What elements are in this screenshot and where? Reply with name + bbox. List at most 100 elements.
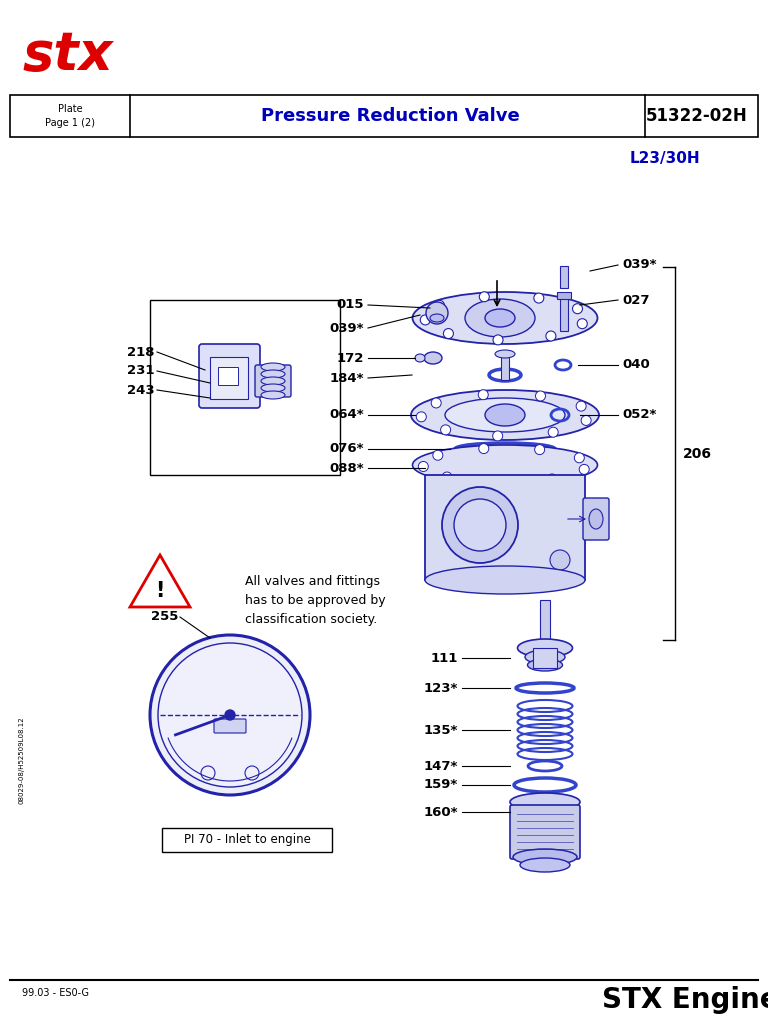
FancyBboxPatch shape <box>583 498 609 540</box>
Ellipse shape <box>589 509 603 529</box>
Ellipse shape <box>261 377 285 385</box>
Text: 218: 218 <box>127 345 155 358</box>
Circle shape <box>420 315 430 325</box>
Text: 040: 040 <box>622 358 650 372</box>
Bar <box>533 648 557 668</box>
Ellipse shape <box>412 445 598 485</box>
Circle shape <box>479 292 489 302</box>
Text: 147*: 147* <box>424 760 458 772</box>
Circle shape <box>493 431 503 441</box>
Circle shape <box>574 453 584 463</box>
Text: 231: 231 <box>127 365 155 378</box>
Ellipse shape <box>424 352 442 364</box>
Ellipse shape <box>518 639 572 657</box>
Ellipse shape <box>261 384 285 392</box>
Circle shape <box>572 304 582 313</box>
Circle shape <box>581 416 591 425</box>
Ellipse shape <box>528 659 562 671</box>
Ellipse shape <box>412 292 598 344</box>
Circle shape <box>416 412 426 422</box>
Text: 160*: 160* <box>423 806 458 818</box>
Ellipse shape <box>415 354 425 362</box>
Text: 184*: 184* <box>329 372 364 384</box>
Ellipse shape <box>261 362 285 371</box>
Bar <box>162 828 332 852</box>
Text: 111: 111 <box>431 651 458 665</box>
Text: 052*: 052* <box>622 409 657 422</box>
Text: 039*: 039* <box>622 258 657 271</box>
Bar <box>150 300 340 475</box>
Bar <box>560 293 568 331</box>
FancyBboxPatch shape <box>255 365 291 397</box>
Circle shape <box>454 499 506 551</box>
Ellipse shape <box>261 370 285 378</box>
Circle shape <box>493 335 503 345</box>
Circle shape <box>478 390 488 399</box>
FancyBboxPatch shape <box>425 475 585 580</box>
Ellipse shape <box>430 314 444 322</box>
Circle shape <box>550 550 570 570</box>
Polygon shape <box>130 555 190 607</box>
Bar <box>540 600 550 645</box>
Text: 076*: 076* <box>329 442 364 456</box>
Ellipse shape <box>485 309 515 327</box>
FancyBboxPatch shape <box>199 344 260 408</box>
Text: 123*: 123* <box>424 682 458 694</box>
FancyBboxPatch shape <box>214 719 246 733</box>
Circle shape <box>441 425 451 435</box>
Circle shape <box>547 474 557 484</box>
Text: 015: 015 <box>336 299 364 311</box>
Ellipse shape <box>495 350 515 358</box>
Circle shape <box>442 487 518 563</box>
Text: 039*: 039* <box>329 322 364 335</box>
Circle shape <box>442 472 452 482</box>
Circle shape <box>431 398 441 408</box>
Ellipse shape <box>261 391 285 399</box>
Text: 08029-08/H52509L08.12: 08029-08/H52509L08.12 <box>19 716 25 804</box>
Circle shape <box>419 462 429 471</box>
Text: 172: 172 <box>336 351 364 365</box>
Bar <box>10 95 758 137</box>
Text: 027: 027 <box>622 294 650 306</box>
Ellipse shape <box>465 299 535 337</box>
Text: 255: 255 <box>151 610 178 624</box>
Ellipse shape <box>525 650 565 664</box>
Text: 99.03 - ES0-G: 99.03 - ES0-G <box>22 988 89 998</box>
Bar <box>557 292 571 299</box>
Text: !: ! <box>155 581 164 601</box>
Circle shape <box>535 444 545 455</box>
Circle shape <box>579 465 589 474</box>
Ellipse shape <box>445 398 565 432</box>
Bar <box>501 355 509 380</box>
Text: PI 70 - Inlet to engine: PI 70 - Inlet to engine <box>184 834 310 847</box>
Text: 51322-02H: 51322-02H <box>646 106 748 125</box>
Circle shape <box>493 477 503 487</box>
Circle shape <box>576 401 586 411</box>
Text: Plate
Page 1 (2): Plate Page 1 (2) <box>45 104 95 128</box>
Circle shape <box>426 302 448 324</box>
Text: Pressure Reduction Valve: Pressure Reduction Valve <box>260 106 519 125</box>
Circle shape <box>534 293 544 303</box>
Ellipse shape <box>411 390 599 440</box>
Text: 206: 206 <box>683 446 712 461</box>
Circle shape <box>158 643 302 787</box>
Text: stx: stx <box>23 29 114 81</box>
Bar <box>218 367 238 385</box>
Bar <box>560 266 568 288</box>
Text: STX Engine: STX Engine <box>601 986 768 1014</box>
FancyBboxPatch shape <box>510 805 580 859</box>
Circle shape <box>433 451 443 460</box>
Circle shape <box>225 710 235 720</box>
Text: 243: 243 <box>127 384 155 396</box>
Text: 159*: 159* <box>424 778 458 792</box>
Text: 135*: 135* <box>424 724 458 736</box>
Ellipse shape <box>510 793 580 811</box>
Circle shape <box>478 443 488 454</box>
Ellipse shape <box>513 849 577 865</box>
Circle shape <box>578 318 588 329</box>
Circle shape <box>546 331 556 341</box>
Circle shape <box>443 329 453 339</box>
Text: 088*: 088* <box>329 462 364 474</box>
Circle shape <box>435 300 445 310</box>
Ellipse shape <box>520 858 570 872</box>
